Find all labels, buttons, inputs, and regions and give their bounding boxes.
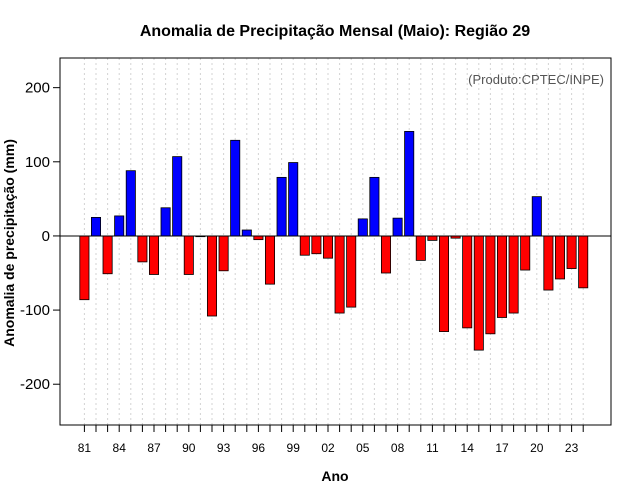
y-axis: -200 -100 0 100 200 [20, 80, 60, 393]
bar-1997 [264, 235, 275, 285]
x-tick-label: 02 [321, 441, 335, 455]
bar-1981 [79, 235, 90, 301]
x-tick-label: 90 [182, 441, 196, 455]
bar-1995 [241, 229, 252, 237]
bar-1993 [218, 235, 229, 272]
bar-2017 [496, 235, 507, 318]
x-tick-label: 99 [287, 441, 301, 455]
y-axis-title: Anomalia de precipitação (mm) [1, 139, 17, 347]
bar-2000 [299, 235, 310, 256]
x-tick-label: 93 [217, 441, 231, 455]
y-tick-label: 0 [42, 228, 50, 245]
bar-1987 [148, 235, 159, 275]
bar-1989 [172, 156, 183, 237]
bar-1985 [125, 170, 136, 237]
x-tick-label: 84 [113, 441, 127, 455]
bar-1986 [137, 235, 148, 263]
bar-1996 [253, 235, 264, 241]
x-axis: 81 84 87 90 93 96 99 02 05 08 11 14 17 20 23 [78, 425, 584, 455]
x-tick-label: 87 [147, 441, 161, 455]
x-tick-label: 08 [391, 441, 405, 455]
y-tick-label: -200 [20, 376, 50, 393]
product-annotation: (Produto:CPTEC/INPE) [468, 72, 604, 87]
bar-2001 [311, 235, 322, 255]
bars [79, 130, 589, 351]
bar-2015 [473, 235, 484, 351]
bar-1988 [160, 207, 171, 237]
plot-frame [59, 57, 612, 426]
x-axis-title: Ano [321, 468, 348, 484]
bar-1983 [102, 235, 113, 275]
y-tick-label: -100 [20, 302, 50, 319]
bar-1994 [230, 139, 241, 237]
bar-2021 [543, 235, 554, 291]
y-tick-label: 200 [25, 80, 50, 97]
bar-2020 [531, 196, 542, 237]
bar-2014 [462, 235, 473, 329]
bar-2022 [555, 235, 566, 280]
y-tick-label: 100 [25, 154, 50, 171]
bar-2003 [334, 235, 345, 314]
bar-2010 [415, 235, 426, 261]
bar-2008 [392, 217, 403, 237]
bar-1992 [206, 235, 217, 317]
bar-2019 [520, 235, 531, 271]
bar-2011 [427, 235, 438, 241]
x-tick-label: 81 [78, 441, 92, 455]
x-tick-label: 17 [495, 441, 509, 455]
bar-2004 [346, 235, 357, 308]
x-tick-label: 20 [530, 441, 544, 455]
bar-1982 [91, 216, 102, 237]
bar-2016 [485, 235, 496, 335]
bar-1998 [276, 176, 287, 237]
bar-2007 [380, 235, 391, 274]
bar-2024 [578, 235, 589, 289]
x-tick-label: 11 [426, 441, 439, 455]
x-tick-label: 23 [565, 441, 579, 455]
bar-2018 [508, 235, 519, 314]
bar-1999 [288, 162, 299, 237]
x-tick-label: 96 [252, 441, 266, 455]
bar-2002 [322, 235, 333, 259]
x-tick-label: 05 [356, 441, 370, 455]
bar-1984 [114, 215, 125, 237]
bar-2012 [438, 235, 449, 332]
bar-2023 [566, 235, 577, 269]
x-tick-label: 14 [461, 441, 475, 455]
grid-lines [83, 58, 584, 425]
bar-1990 [183, 235, 194, 275]
bar-2006 [369, 176, 380, 237]
bar-2005 [357, 218, 368, 237]
bar-2009 [404, 130, 415, 237]
chart-title: Anomalia de Precipitação Mensal (Maio): … [140, 23, 530, 40]
